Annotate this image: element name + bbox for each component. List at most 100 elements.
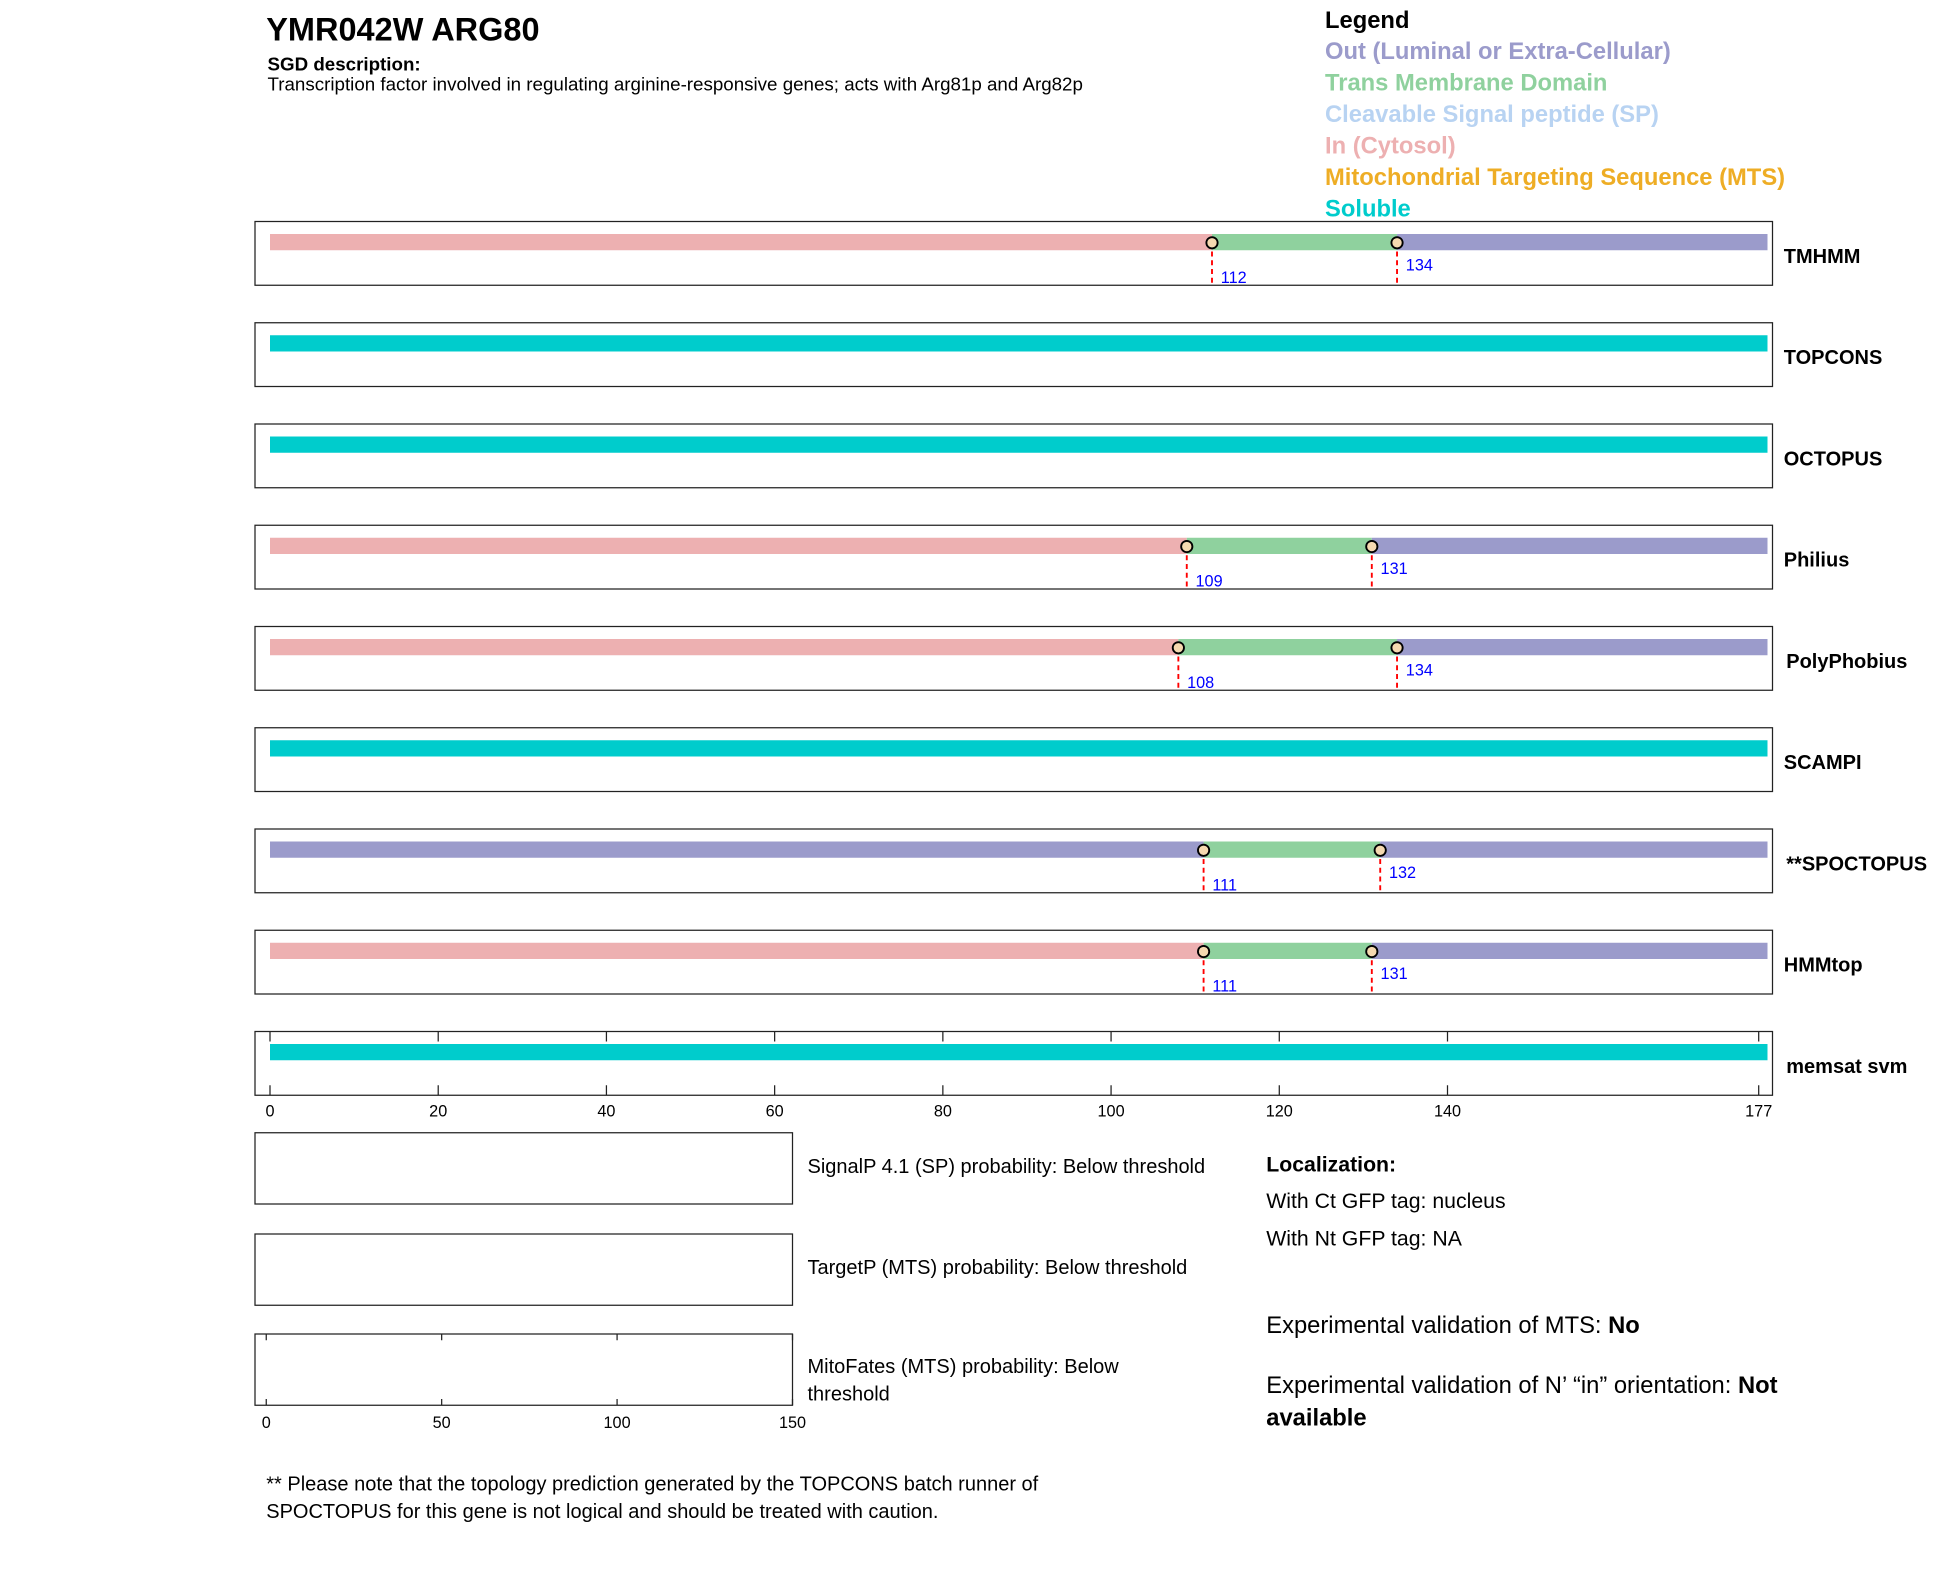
probability-panels: SignalP 4.1 (SP) probability: Below thre…	[254, 1132, 1206, 1432]
sgd-description: Transcription factor involved in regulat…	[268, 73, 1083, 94]
track-label: OCTOPUS	[1784, 448, 1883, 470]
segment-tm	[1186, 537, 1372, 554]
legend-item-out: Out (Luminal or Extra-Cellular)	[1325, 38, 1671, 65]
localization-nt: With Nt GFP tag: NA	[1266, 1226, 1462, 1250]
segment-out	[270, 841, 1204, 858]
probability-label: SignalP 4.1 (SP) probability: Below thre…	[808, 1156, 1206, 1178]
boundary-marker	[1390, 641, 1404, 655]
segment-soluble	[270, 740, 1768, 757]
boundary-marker	[1205, 236, 1219, 250]
track-panel	[254, 929, 1774, 995]
probability-label: MitoFates (MTS) probability: Below	[808, 1356, 1120, 1378]
track-spoctopus: 111 132 **SPOCTOPUS	[254, 828, 1927, 894]
x-tick-label: 140	[1434, 1103, 1461, 1121]
boundary-marker	[1365, 944, 1379, 959]
boundary-marker	[1390, 236, 1404, 250]
track-label: **SPOCTOPUS	[1786, 853, 1927, 875]
segment-out	[1371, 942, 1768, 959]
boundary-marker	[1365, 539, 1379, 554]
track-label: PolyPhobius	[1786, 651, 1907, 673]
page-title: YMR042W ARG80	[266, 11, 539, 47]
track-philius: 109 131 Philius	[254, 524, 1850, 591]
boundary-label: 109	[1196, 573, 1223, 591]
x-tick-label: 60	[766, 1103, 784, 1121]
probability-panel	[254, 1333, 794, 1406]
boundary-label: 132	[1389, 864, 1416, 882]
legend-item-tm: Trans Membrane Domain	[1325, 70, 1607, 97]
track-label: Philius	[1784, 550, 1850, 572]
legend-title: Legend	[1325, 7, 1409, 34]
track-polyphobius: 108 134 PolyPhobius	[254, 625, 1907, 692]
x-tick-label: 150	[779, 1414, 806, 1432]
track-panel	[254, 220, 1774, 286]
track-label: SCAMPI	[1784, 752, 1862, 774]
track-tmhmm: 112 134 TMHMM	[254, 220, 1861, 287]
legend-item-soluble: Soluble	[1325, 196, 1411, 223]
boundary-label: 112	[1221, 269, 1247, 287]
track-label: HMMtop	[1784, 955, 1863, 977]
legend: Out (Luminal or Extra-Cellular) Trans Mem…	[1325, 38, 1785, 223]
segment-in	[270, 942, 1204, 959]
boundary-label: 131	[1381, 560, 1408, 578]
track-hmmtop: 111 131 HMMtop	[254, 929, 1863, 996]
boundary-label: 134	[1406, 661, 1433, 679]
mts-validation-label: Experimental validation of MTS:	[1266, 1312, 1608, 1339]
boundary-label: 111	[1212, 876, 1237, 894]
segment-out	[1380, 841, 1768, 858]
segment-tm	[1212, 234, 1398, 251]
x-tick-label: 177	[1745, 1103, 1772, 1121]
x-tick-label: 100	[604, 1414, 631, 1432]
localization-title: Localization:	[1266, 1153, 1396, 1177]
legend-item-sp: Cleavable Signal peptide (SP)	[1325, 101, 1659, 128]
track-octopus: OCTOPUS	[254, 423, 1883, 489]
segment-tm	[1203, 841, 1381, 858]
track-panel	[254, 625, 1774, 691]
x-tick-label: 20	[429, 1103, 447, 1121]
track-topcons: TOPCONS	[254, 322, 1883, 388]
probability-label: TargetP (MTS) probability: Below thresho…	[808, 1257, 1188, 1279]
orientation-value: Not	[1738, 1372, 1778, 1399]
x-tick-label: 0	[262, 1414, 271, 1432]
segment-soluble	[270, 436, 1768, 453]
boundary-label: 134	[1406, 256, 1433, 274]
localization: Localization: With Ct GFP tag: nucleus W…	[1266, 1153, 1777, 1432]
probability-label: threshold	[808, 1383, 890, 1405]
legend-item-in: In (Cytosol)	[1325, 133, 1456, 160]
segment-in	[270, 234, 1212, 251]
track-label: TOPCONS	[1784, 347, 1883, 369]
boundary-label: 131	[1381, 965, 1408, 983]
boundary-marker	[1197, 843, 1211, 857]
orientation-value-cont: available	[1266, 1404, 1366, 1431]
footnote-line: ** Please note that the topology predict…	[266, 1473, 1038, 1495]
segment-soluble	[270, 1044, 1768, 1061]
track-label: memsat svm	[1786, 1056, 1907, 1078]
boundary-marker	[1197, 944, 1211, 959]
probability-panel	[254, 1132, 794, 1205]
x-tick-label: 120	[1266, 1103, 1293, 1121]
boundary-label: 108	[1187, 674, 1214, 692]
mts-validation-value: No	[1608, 1312, 1640, 1339]
sgd-label: SGD description:	[268, 53, 421, 74]
orientation-validation: Experimental validation of N’ “in” orien…	[1266, 1372, 1777, 1399]
segment-out	[1397, 639, 1768, 656]
track-memsatsvm: memsat svm 0 20 40 60 80 100 120 140 177	[254, 1030, 1907, 1121]
x-tick-label: 0	[265, 1103, 274, 1121]
footnote-line: SPOCTOPUS for this gene is not logical a…	[266, 1501, 938, 1523]
track-panel	[254, 727, 1774, 793]
localization-ct: With Ct GFP tag: nucleus	[1266, 1189, 1505, 1213]
x-tick-label: 80	[934, 1103, 952, 1121]
boundary-marker	[1180, 539, 1194, 554]
track-label: TMHMM	[1784, 246, 1861, 268]
segment-in	[270, 639, 1179, 656]
track-panel	[254, 322, 1774, 388]
track-panel	[254, 423, 1774, 489]
track-panel	[254, 524, 1774, 590]
segment-tm	[1203, 942, 1372, 959]
boundary-label: 111	[1212, 978, 1237, 996]
track-panel	[254, 1030, 1774, 1096]
legend-item-mts: Mitochondrial Targeting Sequence (MTS)	[1325, 164, 1785, 191]
probability-panel	[254, 1233, 794, 1306]
x-tick-label: 40	[597, 1103, 615, 1121]
